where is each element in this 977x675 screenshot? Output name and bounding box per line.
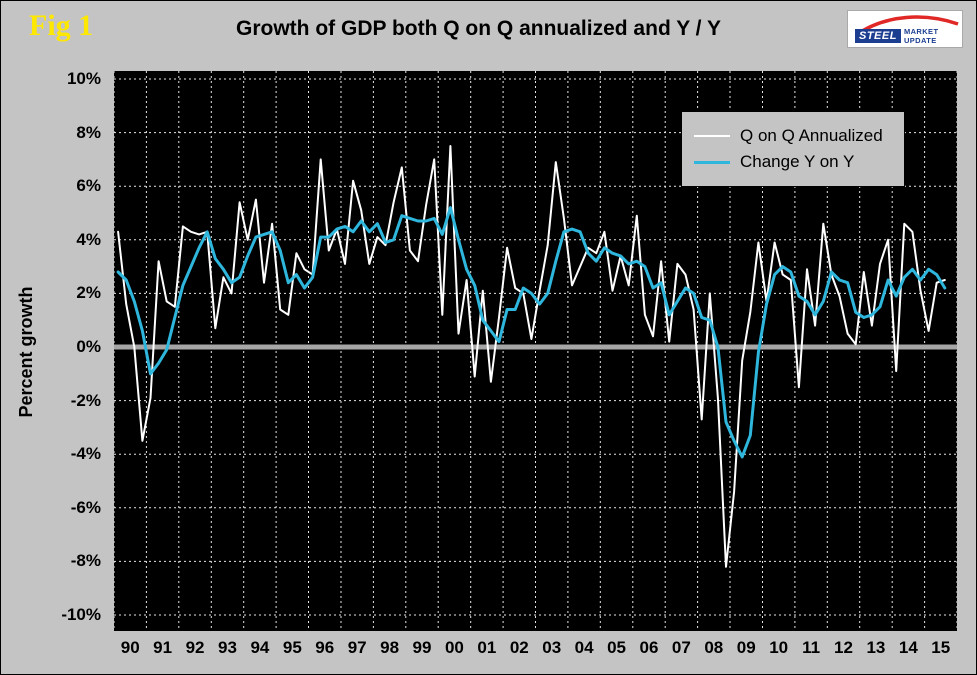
chart-title: Growth of GDP both Q on Q annualized and… xyxy=(236,17,721,40)
x-tick-label: 94 xyxy=(250,638,270,657)
plot-area: Q on Q Annualized Change Y on Y xyxy=(114,71,957,631)
x-tick-label: 97 xyxy=(347,638,367,657)
logo-market-update-text: MARKET UPDATE xyxy=(903,27,939,45)
legend-swatch-yoy xyxy=(694,160,730,164)
x-tick-label: 06 xyxy=(639,638,659,657)
legend-item-yoy: Change Y on Y xyxy=(694,149,892,175)
y-tick-label: 10% xyxy=(66,69,101,88)
legend-label-qoq: Q on Q Annualized xyxy=(740,126,883,145)
y-tick-label: 8% xyxy=(76,122,101,142)
x-tick-label: 95 xyxy=(282,638,302,657)
x-tick-label: 07 xyxy=(671,638,691,657)
x-tick-label: 12 xyxy=(834,638,853,657)
y-tick-label: -4% xyxy=(70,444,101,464)
y-tick-label: -10% xyxy=(61,605,101,624)
fig-label: Fig 1 xyxy=(29,9,94,42)
legend: Q on Q Annualized Change Y on Y xyxy=(681,111,905,187)
logo-steel-text: STEEL xyxy=(855,29,901,43)
x-tick-label: 93 xyxy=(218,638,237,657)
x-tick-label: 04 xyxy=(574,638,594,657)
x-tick-label: 90 xyxy=(120,638,140,657)
x-tick-label: 92 xyxy=(185,638,205,657)
y-tick-label: 4% xyxy=(76,229,101,249)
chart-plot-svg xyxy=(114,71,957,631)
legend-item-qoq: Q on Q Annualized xyxy=(694,123,892,149)
x-tick-label: 08 xyxy=(704,638,724,657)
x-tick-label: 09 xyxy=(736,638,756,657)
x-tick-label: 02 xyxy=(509,638,529,657)
y-tick-label: 6% xyxy=(76,176,101,196)
y-tick-label: -8% xyxy=(70,551,101,571)
legend-label-yoy: Change Y on Y xyxy=(740,152,855,171)
x-tick-label: 98 xyxy=(380,638,400,657)
x-tick-label: 00 xyxy=(444,638,464,657)
y-axis-ticks: 10% 8% 6% 4% 2% 0% -2% -4% -6% -8% -10% xyxy=(35,69,107,631)
y-tick-label: -6% xyxy=(70,497,101,517)
x-axis-ticks: 90 91 92 93 94 95 96 97 98 99 00 01 02 03 04 05 06 07 08 09… xyxy=(114,638,957,662)
x-tick-label: 15 xyxy=(931,638,951,657)
x-tick-label: 99 xyxy=(412,638,432,657)
logo-text-row: STEEL MARKET UPDATE xyxy=(855,27,962,45)
x-tick-label: 03 xyxy=(542,638,562,657)
x-tick-label: 01 xyxy=(477,638,497,657)
x-tick-label: 96 xyxy=(315,638,335,657)
legend-swatch-qoq xyxy=(694,135,730,137)
x-tick-label: 91 xyxy=(153,638,173,657)
x-tick-label: 05 xyxy=(607,638,626,657)
y-tick-label: 0% xyxy=(76,337,101,356)
x-tick-label: 13 xyxy=(866,638,886,657)
y-tick-label: 2% xyxy=(76,283,101,303)
x-tick-label: 10 xyxy=(769,638,789,657)
x-tick-label: 11 xyxy=(802,638,821,657)
smu-logo: STEEL MARKET UPDATE xyxy=(847,10,963,48)
y-tick-label: -2% xyxy=(70,390,101,410)
x-tick-label: 14 xyxy=(898,638,918,657)
